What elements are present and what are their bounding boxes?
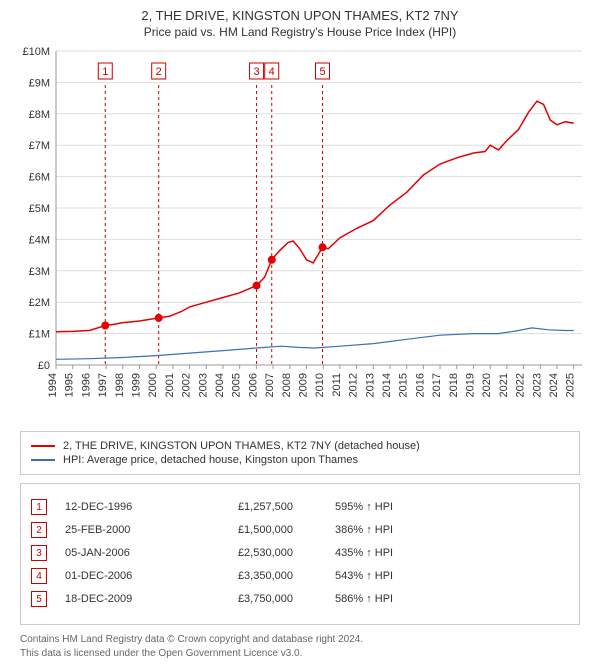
svg-text:2004: 2004 (214, 373, 226, 397)
svg-text:£8M: £8M (29, 109, 50, 121)
event-date: 18-DEC-2009 (65, 593, 175, 605)
svg-text:1997: 1997 (97, 373, 109, 397)
svg-text:4: 4 (269, 66, 275, 78)
svg-text:2003: 2003 (197, 373, 209, 397)
svg-text:2001: 2001 (164, 373, 176, 397)
event-price: £1,257,500 (193, 501, 293, 513)
footer-attribution: Contains HM Land Registry data © Crown c… (20, 633, 580, 660)
svg-text:2012: 2012 (348, 373, 360, 397)
svg-text:2022: 2022 (515, 373, 527, 397)
event-badge: 1 (31, 499, 47, 515)
svg-text:2: 2 (156, 66, 162, 78)
legend-item: HPI: Average price, detached house, King… (31, 454, 569, 466)
event-pct: 595% ↑ HPI (311, 501, 441, 513)
svg-text:1999: 1999 (130, 373, 142, 397)
footer-line-2: This data is licensed under the Open Gov… (20, 647, 580, 661)
legend: 2, THE DRIVE, KINGSTON UPON THAMES, KT2 … (20, 431, 580, 475)
event-date: 12-DEC-1996 (65, 501, 175, 513)
legend-item: 2, THE DRIVE, KINGSTON UPON THAMES, KT2 … (31, 440, 569, 452)
legend-swatch (31, 459, 55, 461)
svg-text:2010: 2010 (314, 373, 326, 397)
table-row: 5 18-DEC-2009 £3,750,000 586% ↑ HPI (31, 591, 569, 607)
svg-text:3: 3 (253, 66, 259, 78)
svg-text:2025: 2025 (565, 373, 577, 397)
event-price: £2,530,000 (193, 547, 293, 559)
chart-svg: £0 £1M £2M £3M £4M £5M £6M £7M £8M £9M £10M 1994 199… (10, 45, 590, 425)
svg-text:2007: 2007 (264, 373, 276, 397)
svg-text:2008: 2008 (281, 373, 293, 397)
svg-text:2005: 2005 (231, 373, 243, 397)
svg-text:2014: 2014 (381, 373, 393, 397)
footer-line-1: Contains HM Land Registry data © Crown c… (20, 633, 580, 647)
chart-subtitle: Price paid vs. HM Land Registry's House … (8, 25, 592, 39)
svg-text:2017: 2017 (431, 373, 443, 397)
event-date: 25-FEB-2000 (65, 524, 175, 536)
event-price: £3,750,000 (193, 593, 293, 605)
svg-text:2024: 2024 (548, 373, 560, 397)
chart-title: 2, THE DRIVE, KINGSTON UPON THAMES, KT2 … (8, 8, 592, 23)
legend-label: HPI: Average price, detached house, King… (63, 454, 358, 466)
legend-label: 2, THE DRIVE, KINGSTON UPON THAMES, KT2 … (63, 440, 420, 452)
svg-text:1995: 1995 (64, 373, 76, 397)
event-pct: 386% ↑ HPI (311, 524, 441, 536)
svg-text:£6M: £6M (29, 172, 50, 184)
svg-text:£7M: £7M (29, 140, 50, 152)
svg-text:2015: 2015 (398, 373, 410, 397)
chart-plot-area: £0 £1M £2M £3M £4M £5M £6M £7M £8M £9M £10M 1994 199… (10, 45, 590, 425)
event-pct: 586% ↑ HPI (311, 593, 441, 605)
svg-text:2020: 2020 (481, 373, 493, 397)
svg-text:1996: 1996 (80, 373, 92, 397)
svg-text:2016: 2016 (414, 373, 426, 397)
event-badge: 4 (31, 568, 47, 584)
svg-text:£3M: £3M (29, 266, 50, 278)
table-row: 1 12-DEC-1996 £1,257,500 595% ↑ HPI (31, 499, 569, 515)
svg-text:£10M: £10M (22, 46, 50, 58)
svg-text:2018: 2018 (448, 373, 460, 397)
svg-text:2021: 2021 (498, 373, 510, 397)
svg-text:2023: 2023 (531, 373, 543, 397)
svg-text:£2M: £2M (29, 297, 50, 309)
svg-text:2000: 2000 (147, 373, 159, 397)
event-badge: 2 (31, 522, 47, 538)
svg-text:£9M: £9M (29, 77, 50, 89)
svg-text:1994: 1994 (47, 373, 59, 397)
event-date: 01-DEC-2006 (65, 570, 175, 582)
svg-text:2006: 2006 (247, 373, 259, 397)
svg-text:5: 5 (319, 66, 325, 78)
svg-text:2011: 2011 (331, 373, 343, 397)
event-pct: 435% ↑ HPI (311, 547, 441, 559)
event-badge: 5 (31, 591, 47, 607)
svg-text:2009: 2009 (297, 373, 309, 397)
event-price: £1,500,000 (193, 524, 293, 536)
svg-text:1998: 1998 (114, 373, 126, 397)
event-date: 05-JAN-2006 (65, 547, 175, 559)
event-badge: 3 (31, 545, 47, 561)
event-pct: 543% ↑ HPI (311, 570, 441, 582)
event-price: £3,350,000 (193, 570, 293, 582)
chart-container: 2, THE DRIVE, KINGSTON UPON THAMES, KT2 … (0, 0, 600, 664)
svg-text:£0: £0 (38, 360, 50, 372)
table-row: 2 25-FEB-2000 £1,500,000 386% ↑ HPI (31, 522, 569, 538)
event-table: 1 12-DEC-1996 £1,257,500 595% ↑ HPI 2 25-FEB-… (20, 483, 580, 625)
svg-text:2019: 2019 (464, 373, 476, 397)
svg-text:1: 1 (102, 66, 108, 78)
table-row: 4 01-DEC-2006 £3,350,000 543% ↑ HPI (31, 568, 569, 584)
svg-text:£4M: £4M (29, 234, 50, 246)
svg-text:2002: 2002 (181, 373, 193, 397)
svg-text:£5M: £5M (29, 203, 50, 215)
legend-swatch (31, 445, 55, 447)
table-row: 3 05-JAN-2006 £2,530,000 435% ↑ HPI (31, 545, 569, 561)
svg-text:£1M: £1M (29, 329, 50, 341)
svg-text:2013: 2013 (364, 373, 376, 397)
